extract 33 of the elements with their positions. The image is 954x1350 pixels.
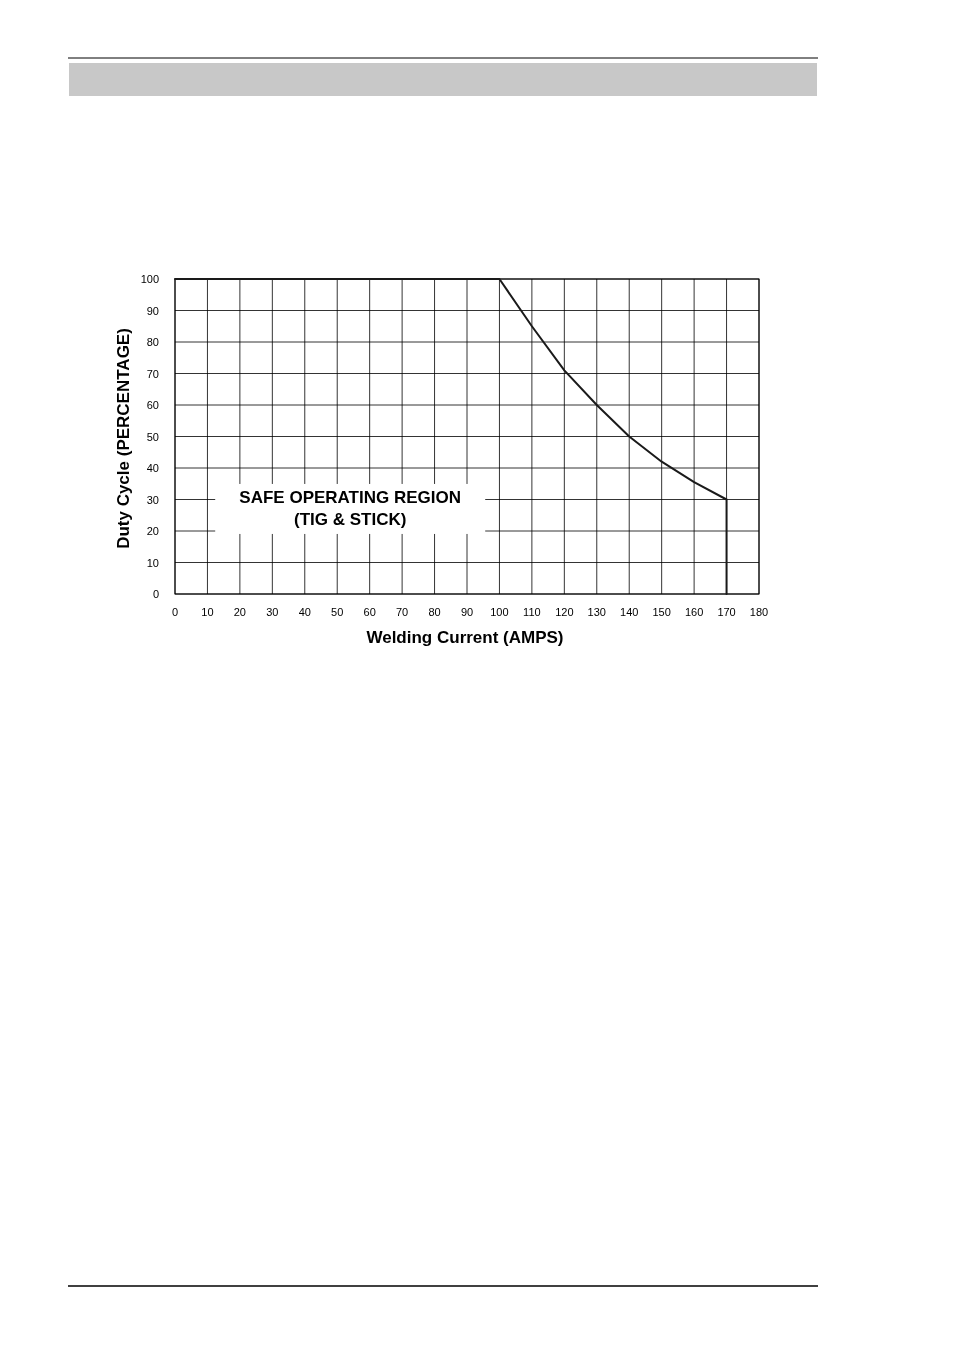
y-axis-title: Duty Cycle (PERCENTAGE) (114, 328, 133, 549)
y-tick-label: 0 (152, 588, 159, 600)
x-tick-label: 0 (171, 606, 179, 618)
x-tick-label: 150 (652, 606, 671, 618)
y-tick-label: 40 (146, 462, 159, 474)
x-tick-label: 100 (490, 606, 509, 618)
x-tick-label: 40 (298, 606, 311, 618)
y-tick-label: 10 (146, 556, 159, 569)
x-tick-label: 20 (233, 606, 247, 618)
x-tick-label: 30 (266, 606, 279, 618)
x-tick-label: 140 (620, 606, 639, 618)
y-tick-label: 70 (146, 367, 159, 380)
x-tick-label: 120 (555, 606, 574, 618)
x-tick-label: 70 (395, 606, 409, 618)
x-tick-label: 90 (460, 606, 474, 618)
x-tick-label: 80 (428, 606, 441, 618)
y-tick-label: 90 (146, 304, 159, 317)
y-tick-label: 80 (146, 336, 159, 348)
x-tick-label: 170 (717, 606, 736, 618)
x-axis-title: Welding Current (AMPS) (366, 628, 564, 647)
x-tick-label: 130 (587, 606, 606, 618)
y-tick-label: 20 (146, 525, 159, 537)
y-tick-label: 100 (140, 273, 159, 285)
x-tick-label: 60 (363, 606, 376, 618)
x-tick-label: 110 (523, 606, 541, 618)
annotation: SAFE OPERATING REGION (TIG & STICK) (239, 487, 462, 529)
y-tick-label: 30 (146, 493, 159, 506)
x-tick-label: 180 (749, 606, 769, 618)
y-tick-label: 50 (146, 430, 159, 443)
x-tick-label: 160 (684, 606, 704, 618)
x-tick-label: 50 (331, 606, 344, 618)
y-tick-label: 60 (146, 399, 159, 411)
x-tick-label: 10 (201, 606, 214, 618)
